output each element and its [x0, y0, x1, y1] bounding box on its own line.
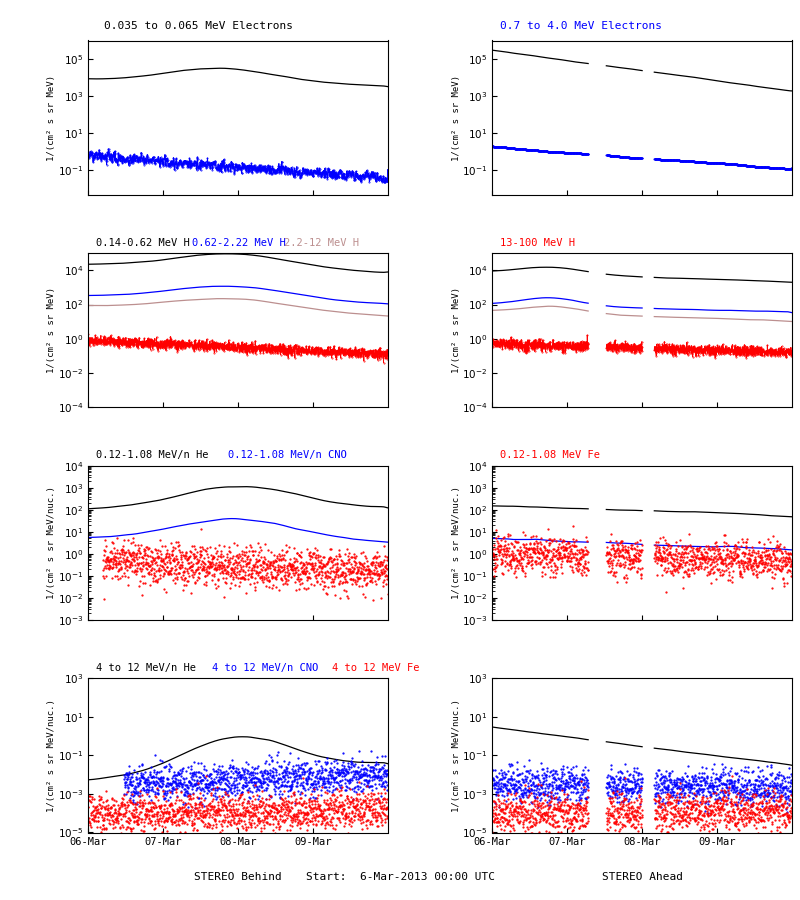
Y-axis label: 1/(cm² s sr MeV): 1/(cm² s sr MeV): [47, 75, 56, 160]
Text: Start:  6-Mar-2013 00:00 UTC: Start: 6-Mar-2013 00:00 UTC: [306, 872, 494, 882]
Y-axis label: 1/(cm² s sr MeV/nuc.): 1/(cm² s sr MeV/nuc.): [47, 699, 56, 812]
Text: 0.12-1.08 MeV/n CNO: 0.12-1.08 MeV/n CNO: [228, 450, 346, 461]
Text: 0.14-0.62 MeV H: 0.14-0.62 MeV H: [96, 238, 190, 248]
Text: 4 to 12 MeV/n CNO: 4 to 12 MeV/n CNO: [212, 663, 318, 673]
Text: STEREO Ahead: STEREO Ahead: [602, 872, 682, 882]
Text: 0.7 to 4.0 MeV Electrons: 0.7 to 4.0 MeV Electrons: [501, 21, 662, 31]
Text: 13-100 MeV H: 13-100 MeV H: [501, 238, 575, 248]
Text: 4 to 12 MeV Fe: 4 to 12 MeV Fe: [332, 663, 419, 673]
Text: 0.62-2.22 MeV H: 0.62-2.22 MeV H: [192, 238, 286, 248]
Text: 0.12-1.08 MeV/n He: 0.12-1.08 MeV/n He: [96, 450, 209, 461]
Y-axis label: 1/(cm² s sr MeV/nuc.): 1/(cm² s sr MeV/nuc.): [452, 486, 461, 599]
Text: 2.2-12 MeV H: 2.2-12 MeV H: [284, 238, 359, 248]
Y-axis label: 1/(cm² s sr MeV): 1/(cm² s sr MeV): [452, 75, 461, 160]
Text: STEREO Behind: STEREO Behind: [194, 872, 282, 882]
Text: 0.12-1.08 MeV Fe: 0.12-1.08 MeV Fe: [501, 450, 601, 461]
Y-axis label: 1/(cm² s sr MeV/nuc.): 1/(cm² s sr MeV/nuc.): [47, 486, 56, 599]
Text: 4 to 12 MeV/n He: 4 to 12 MeV/n He: [96, 663, 196, 673]
Y-axis label: 1/(cm² s sr MeV): 1/(cm² s sr MeV): [47, 287, 56, 374]
Y-axis label: 1/(cm² s sr MeV): 1/(cm² s sr MeV): [451, 287, 461, 374]
Text: 0.035 to 0.065 MeV Electrons: 0.035 to 0.065 MeV Electrons: [104, 21, 293, 31]
Y-axis label: 1/(cm² s sr MeV/nuc.): 1/(cm² s sr MeV/nuc.): [452, 699, 461, 812]
